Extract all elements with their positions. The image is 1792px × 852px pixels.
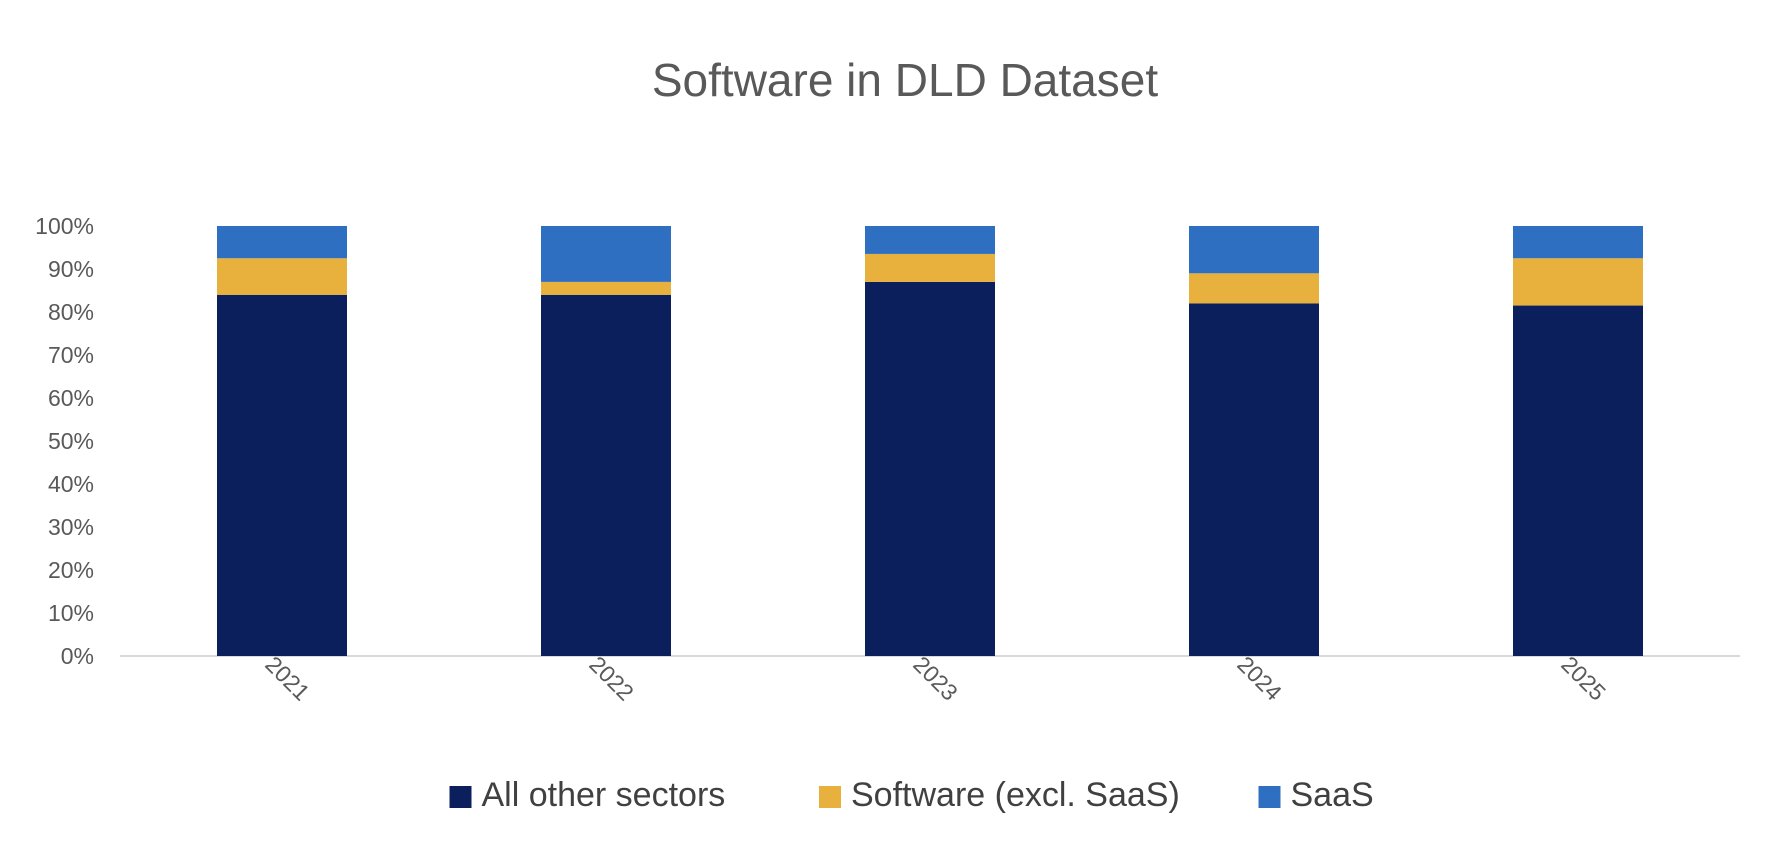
- x-tick-label: 2025: [1556, 651, 1611, 706]
- y-tick-label: 10%: [48, 600, 94, 626]
- y-tick-label: 20%: [48, 557, 94, 583]
- legend-swatch-all-other-sectors: [449, 786, 472, 808]
- chart-title: Software in DLD Dataset: [652, 54, 1158, 106]
- y-tick-label: 40%: [48, 471, 94, 497]
- legend: All other sectors Software (excl. SaaS) Sa…: [449, 776, 1374, 814]
- x-tick-label: 2021: [260, 651, 315, 706]
- x-tick-label: 2023: [908, 651, 963, 706]
- y-tick-label: 80%: [48, 299, 94, 325]
- bar-segment-all-other-sectors-2022: [541, 294, 671, 656]
- y-tick-label: 0%: [61, 643, 94, 669]
- bars: [217, 226, 1643, 656]
- bar-segment-software-excl-saas-2024: [1189, 273, 1319, 304]
- legend-swatch-saas: [1258, 786, 1281, 808]
- y-axis: 0% 10% 20% 30% 40% 50% 60% 70% 80% 90% 100%: [35, 213, 94, 669]
- bar-segment-all-other-sectors-2021: [217, 294, 347, 656]
- bar-segment-software-excl-saas-2025: [1513, 258, 1643, 306]
- y-tick-label: 30%: [48, 514, 94, 540]
- bar-segment-software-excl-saas-2022: [541, 281, 671, 295]
- x-tick-label: 2022: [584, 651, 639, 706]
- bar-segment-software-excl-saas-2021: [217, 258, 347, 295]
- bar-segment-software-excl-saas-2023: [865, 253, 995, 282]
- y-tick-label: 60%: [48, 385, 94, 411]
- bar-segment-saas-2024: [1189, 226, 1319, 274]
- bar-segment-all-other-sectors-2025: [1513, 305, 1643, 656]
- bar-segment-saas-2025: [1513, 226, 1643, 259]
- bar-segment-saas-2022: [541, 226, 671, 282]
- y-tick-label: 50%: [48, 428, 94, 454]
- y-tick-label: 70%: [48, 342, 94, 368]
- x-axis: 2021 2022 2023 2024 2025: [260, 651, 1611, 706]
- legend-label-saas: SaaS: [1291, 776, 1374, 814]
- y-tick-label: 90%: [48, 256, 94, 282]
- legend-swatch-software-excl-saas: [819, 786, 841, 808]
- bar-segment-saas-2021: [217, 226, 347, 259]
- legend-label-software-excl-saas: Software (excl. SaaS): [851, 776, 1180, 814]
- bar-segment-all-other-sectors-2023: [865, 281, 995, 656]
- bar-segment-saas-2023: [865, 226, 995, 254]
- x-tick-label: 2024: [1232, 651, 1287, 706]
- bar-segment-all-other-sectors-2024: [1189, 303, 1319, 656]
- legend-label-all-other-sectors: All other sectors: [482, 776, 726, 814]
- y-tick-label: 100%: [35, 213, 94, 239]
